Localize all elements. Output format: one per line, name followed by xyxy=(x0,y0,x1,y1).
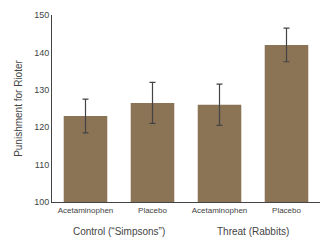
svg-text:Placebo: Placebo xyxy=(138,206,167,215)
svg-text:130: 130 xyxy=(34,85,49,95)
svg-text:110: 110 xyxy=(35,160,49,170)
svg-text:100: 100 xyxy=(34,197,49,207)
svg-text:Punishment for Rioter: Punishment for Rioter xyxy=(13,59,24,156)
svg-text:Acetaminophen: Acetaminophen xyxy=(58,206,114,215)
svg-text:Threat (Rabbits): Threat (Rabbits) xyxy=(217,226,289,237)
svg-text:Placebo: Placebo xyxy=(272,206,301,215)
svg-text:140: 140 xyxy=(34,48,49,58)
svg-text:Control (“Simpsons”): Control (“Simpsons”) xyxy=(73,226,165,237)
svg-text:150: 150 xyxy=(34,10,49,20)
svg-text:Acetaminophen: Acetaminophen xyxy=(192,206,248,215)
svg-text:120: 120 xyxy=(34,122,49,132)
